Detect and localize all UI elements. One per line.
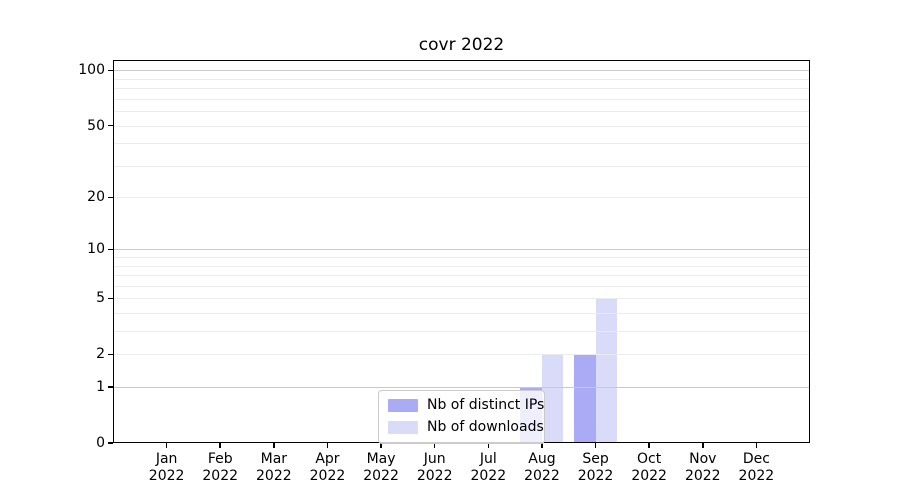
y-minor-gridline <box>113 257 810 259</box>
x-tick-mark <box>594 443 597 448</box>
y-minor-gridline <box>113 298 810 300</box>
x-tick-label: Nov 2022 <box>684 451 721 484</box>
y-minor-gridline <box>113 275 810 277</box>
x-tick-label: Jun 2022 <box>416 451 453 484</box>
y-minor-gridline <box>113 354 810 356</box>
x-tick-mark <box>541 443 543 448</box>
y-minor-gridline <box>113 111 810 113</box>
bar-downloads-aug-2022 <box>541 354 564 443</box>
y-major-gridline <box>113 387 810 389</box>
x-tick-label: Dec 2022 <box>738 451 775 484</box>
x-tick-mark <box>273 443 275 448</box>
y-tick-label: 1 <box>96 379 105 396</box>
x-tick-label: Apr 2022 <box>309 451 346 484</box>
y-tick-mark <box>108 442 113 444</box>
y-minor-gridline <box>113 143 810 145</box>
x-tick-mark <box>755 443 758 448</box>
y-major-gridline <box>113 249 810 251</box>
grid-layer <box>113 60 810 443</box>
legend-label: Nb of distinct IPs <box>427 397 545 413</box>
x-tick-label: Oct 2022 <box>631 451 667 484</box>
x-tick-label: Jul 2022 <box>470 451 507 484</box>
x-tick-mark <box>648 443 650 448</box>
x-tick-label: Feb 2022 <box>202 451 239 484</box>
x-tick-label: Jan 2022 <box>148 451 185 484</box>
x-tick-label: Aug 2022 <box>524 451 560 484</box>
y-tick-label: 20 <box>87 189 105 206</box>
x-tick-mark <box>433 443 436 448</box>
x-tick-mark <box>380 443 382 448</box>
x-tick-label: May 2022 <box>363 451 399 484</box>
y-tick-mark <box>108 353 113 356</box>
y-tick-label: 5 <box>96 290 105 307</box>
y-tick-mark <box>108 248 113 251</box>
legend-swatch-distinct-ips <box>388 399 418 412</box>
y-minor-gridline <box>113 197 810 199</box>
y-minor-gridline <box>113 265 810 267</box>
y-major-gridline <box>113 70 810 72</box>
y-tick-mark <box>108 297 113 300</box>
plot-area <box>113 60 810 443</box>
y-minor-gridline <box>113 98 810 100</box>
y-minor-gridline <box>113 285 810 287</box>
y-minor-gridline <box>113 125 810 127</box>
legend-swatch-downloads <box>388 421 418 434</box>
y-tick-label: 50 <box>87 117 105 134</box>
y-tick-label: 100 <box>78 62 105 79</box>
y-tick-mark <box>108 386 113 388</box>
x-tick-label: Sep 2022 <box>577 451 614 484</box>
y-minor-gridline <box>113 78 810 80</box>
y-tick-label: 0 <box>96 435 105 451</box>
x-tick-mark <box>702 443 704 448</box>
legend-item-distinct-ips: Nb of distinct IPs <box>388 397 544 414</box>
legend-label: Nb of downloads <box>427 419 544 435</box>
y-minor-gridline <box>113 88 810 90</box>
y-tick-mark <box>108 196 113 198</box>
x-tick-mark <box>219 443 221 448</box>
y-tick-mark <box>108 124 113 127</box>
y-minor-gridline <box>113 165 810 167</box>
chart-title: covr 2022 <box>418 35 505 55</box>
bar-downloads-sep-2022 <box>595 298 617 443</box>
y-minor-gridline <box>113 331 810 333</box>
x-tick-mark <box>326 443 329 448</box>
legend: Nb of distinct IPs Nb of downloads <box>378 390 545 444</box>
x-tick-mark <box>487 443 490 448</box>
x-tick-label: Mar 2022 <box>256 451 292 484</box>
x-tick-mark <box>165 443 168 448</box>
y-tick-label: 10 <box>87 241 105 258</box>
y-tick-mark <box>108 69 113 72</box>
y-minor-gridline <box>113 313 810 315</box>
legend-item-downloads: Nb of downloads <box>388 419 544 436</box>
y-tick-label: 2 <box>96 346 105 363</box>
bar-distinct-ips-sep-2022 <box>574 354 596 443</box>
